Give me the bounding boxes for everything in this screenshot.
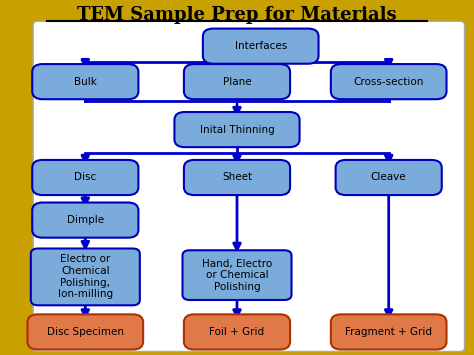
FancyBboxPatch shape <box>182 250 292 300</box>
FancyBboxPatch shape <box>174 112 300 147</box>
FancyBboxPatch shape <box>32 202 138 238</box>
Text: Disc Specimen: Disc Specimen <box>47 327 124 337</box>
Text: TEM Sample Prep for Materials: TEM Sample Prep for Materials <box>77 6 397 24</box>
FancyBboxPatch shape <box>184 64 290 99</box>
Text: Sheet: Sheet <box>222 173 252 182</box>
Text: Foil + Grid: Foil + Grid <box>210 327 264 337</box>
FancyBboxPatch shape <box>33 21 465 351</box>
FancyBboxPatch shape <box>32 64 138 99</box>
Text: Electro or
Chemical
Polishing,
Ion-milling: Electro or Chemical Polishing, Ion-milli… <box>58 255 113 299</box>
FancyBboxPatch shape <box>331 64 447 99</box>
Text: Interfaces: Interfaces <box>235 41 287 51</box>
Text: Fragment + Grid: Fragment + Grid <box>345 327 432 337</box>
Text: Cleave: Cleave <box>371 173 407 182</box>
FancyBboxPatch shape <box>203 28 319 64</box>
Text: Hand, Electro
or Chemical
Polishing: Hand, Electro or Chemical Polishing <box>202 258 272 292</box>
FancyBboxPatch shape <box>331 315 447 349</box>
FancyBboxPatch shape <box>184 315 290 349</box>
FancyBboxPatch shape <box>32 160 138 195</box>
FancyBboxPatch shape <box>27 315 143 349</box>
Text: Inital Thinning: Inital Thinning <box>200 125 274 135</box>
Text: Plane: Plane <box>223 77 251 87</box>
Text: Cross-section: Cross-section <box>354 77 424 87</box>
Text: Bulk: Bulk <box>74 77 97 87</box>
Text: Disc: Disc <box>74 173 96 182</box>
FancyBboxPatch shape <box>336 160 442 195</box>
FancyBboxPatch shape <box>31 248 140 305</box>
FancyBboxPatch shape <box>184 160 290 195</box>
Text: Dimple: Dimple <box>67 215 104 225</box>
